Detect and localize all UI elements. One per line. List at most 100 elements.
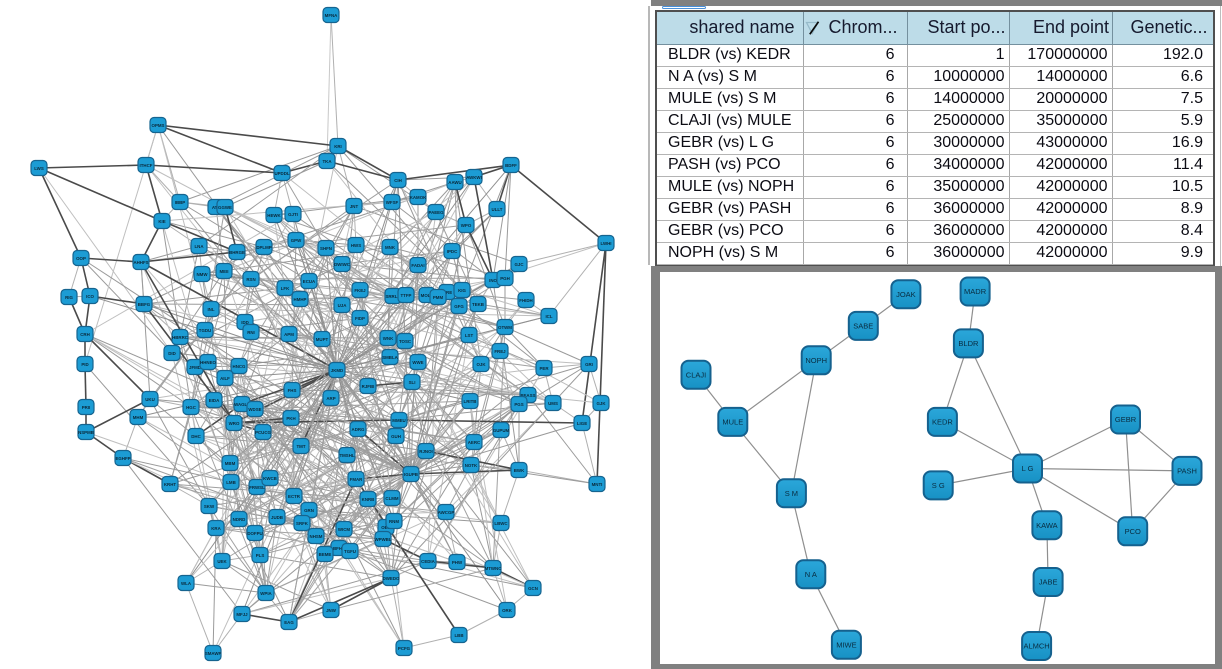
svg-text:PLS: PLS [256,553,265,558]
svg-text:PCUCG: PCUCG [255,430,271,435]
svg-text:S G: S G [932,481,945,490]
svg-text:PAEEG: PAEEG [428,210,444,215]
svg-text:N A: N A [805,570,817,579]
svg-text:LBWC: LBWC [494,521,508,526]
svg-text:GPW: GPW [291,238,302,243]
svg-text:LMB: LMB [226,480,236,485]
svg-text:PID: PID [81,362,88,367]
svg-text:LNA: LNA [194,244,204,249]
svg-text:CIH: CIH [394,178,402,183]
svg-text:LFK: LFK [281,286,290,291]
svg-text:JABE: JABE [1039,578,1058,587]
svg-text:SRFK: SRFK [296,521,309,526]
svg-text:WICM: WICM [338,527,351,532]
svg-text:HNCG: HNCG [233,364,247,369]
svg-text:WPO: WPO [461,223,472,228]
svg-text:JNT: JNT [350,204,359,209]
svg-text:GFG: GFG [454,304,464,309]
svg-text:NOTK: NOTK [465,463,478,468]
svg-text:RIG: RIG [65,295,73,300]
svg-text:BFHP: BFHP [333,546,345,551]
svg-text:MOLS: MOLS [421,293,434,298]
svg-text:GRN: GRN [304,508,314,513]
svg-text:ARP: ARP [326,396,335,401]
svg-text:TOSC: TOSC [399,339,412,344]
svg-text:ICO: ICO [86,294,94,299]
svg-text:TEKB: TEKB [472,302,484,307]
svg-text:AWCGP: AWCGP [438,510,455,515]
svg-text:PHW: PHW [452,560,463,565]
svg-text:SHFN: SHFN [320,246,332,251]
svg-text:KIE: KIE [158,219,165,224]
svg-text:DPLMP: DPLMP [256,245,271,250]
svg-text:GEBR: GEBR [1115,415,1137,424]
svg-text:MFNA: MFNA [325,13,339,18]
svg-text:JFMD: JFMD [189,365,201,370]
svg-text:FIDP: FIDP [355,316,365,321]
svg-text:PKH: PKH [286,416,295,421]
svg-text:PMM: PMM [433,295,444,300]
svg-text:ICL: ICL [545,314,552,319]
svg-text:DOFPU: DOFPU [247,531,262,536]
svg-text:GCN: GCN [528,586,538,591]
svg-text:CEDIA: CEDIA [421,559,435,564]
svg-text:MHM: MHM [133,415,144,420]
svg-text:ECUA: ECUA [303,279,316,284]
svg-text:UMS: UMS [548,401,558,406]
svg-text:SLI: SLI [409,380,416,385]
svg-text:S M: S M [785,489,798,498]
svg-text:WWE: WWE [412,360,423,365]
svg-text:TMSHL: TMSHL [339,453,354,458]
svg-text:FMAR: FMAR [350,477,364,482]
svg-text:PCO: PCO [1125,527,1141,536]
svg-text:BLDR: BLDR [958,339,979,348]
svg-text:FADAI: FADAI [411,263,424,268]
svg-text:HHNEO: HHNEO [200,360,216,365]
svg-text:TKA: TKA [322,159,332,164]
svg-text:IBBP: IBBP [175,200,186,205]
svg-text:LRITB: LRITB [464,399,477,404]
svg-text:ECTR: ECTR [288,494,301,499]
svg-text:JOAK: JOAK [896,290,916,299]
svg-text:MNTI: MNTI [592,482,603,487]
svg-text:ULLT: ULLT [492,207,503,212]
svg-text:DWIWC: DWIWC [334,262,351,267]
svg-text:MIWE: MIWE [836,640,856,649]
svg-text:FHS: FHS [288,388,297,393]
svg-text:MUPT: MUPT [316,337,329,342]
svg-text:AAWU: AAWU [448,180,461,185]
svg-text:KRA: KRA [211,526,221,531]
svg-text:FHIDH: FHIDH [519,298,532,303]
svg-text:KRI: KRI [334,144,342,149]
svg-text:L G: L G [1022,464,1034,473]
svg-text:TGFU: TGFU [344,549,356,554]
svg-text:PGH: PGH [500,276,510,281]
svg-text:BBFG: BBFG [138,302,151,307]
svg-text:SKW: SKW [204,504,215,509]
svg-text:SABE: SABE [853,322,873,331]
svg-text:HEWK: HEWK [267,213,281,218]
svg-text:OOP: OOP [76,256,86,261]
svg-text:WPIA: WPIA [260,591,272,596]
svg-text:PRII: PRII [82,405,91,410]
svg-text:BWK: BWK [514,468,525,473]
svg-text:SMBLA: SMBLA [382,355,398,360]
svg-text:KWCB: KWCB [263,476,277,481]
svg-text:GUH: GUH [391,434,401,439]
svg-text:MADR: MADR [964,287,987,296]
svg-text:IGUPB: IGUPB [404,472,418,477]
svg-text:IPDC: IPDC [447,249,458,254]
svg-text:TTFP: TTFP [401,293,412,298]
svg-text:EAG: EAG [284,620,294,625]
svg-text:FKEJ: FKEJ [354,288,366,293]
svg-text:NDRD: NDRD [233,517,246,522]
svg-text:HMHP: HMHP [294,297,307,302]
svg-text:BHRGE: BHRGE [229,250,245,255]
svg-text:INL: INL [207,307,214,312]
svg-text:JNW: JNW [326,608,337,613]
svg-text:HBRRC: HBRRC [172,335,189,340]
svg-text:GUPUM: GUPUM [493,428,510,433]
svg-text:AERC: AERC [468,440,481,445]
svg-text:PER: PER [539,366,549,371]
svg-text:LST: LST [465,333,474,338]
